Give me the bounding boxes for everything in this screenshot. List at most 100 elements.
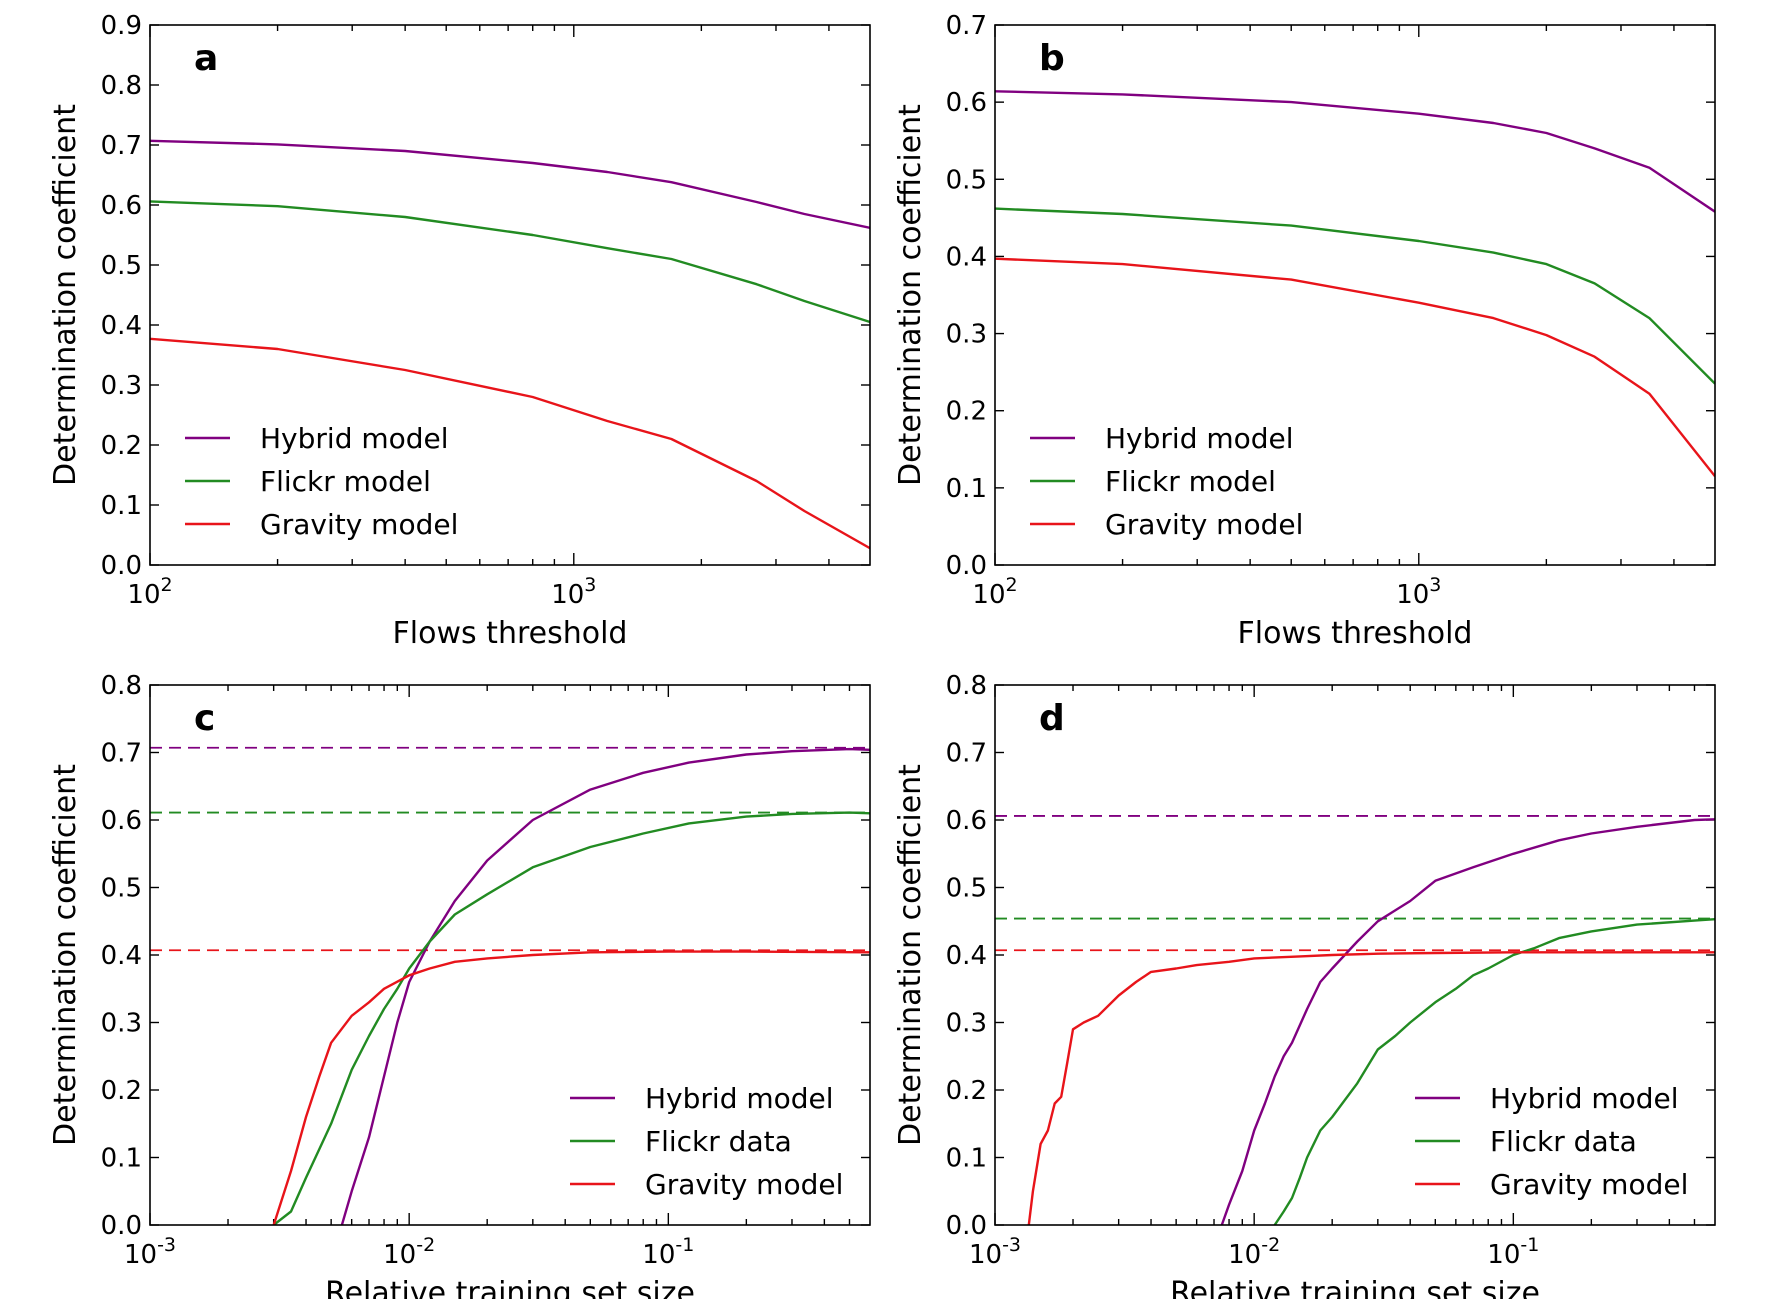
x-tick-label: 102 (127, 574, 172, 610)
y-tick-label: 0.6 (101, 191, 142, 221)
x-tick-base: 10 (1396, 580, 1429, 610)
legend-label: Gravity model (1105, 508, 1303, 541)
y-tick-label: 0.5 (946, 165, 987, 195)
legend: Hybrid model Flickr data Gravity model (1415, 1082, 1688, 1201)
series-line-gravity (150, 337, 870, 550)
x-tick-exponent: -2 (416, 1234, 435, 1256)
legend-label: Hybrid model (260, 422, 449, 455)
plot-area (994, 684, 1716, 1226)
x-tick-label: 10-1 (1487, 1234, 1539, 1270)
x-tick-label: 10-1 (642, 1234, 694, 1270)
y-tick-label: 0.1 (101, 1144, 142, 1174)
x-tick-exponent: -3 (1002, 1234, 1021, 1256)
y-tick-label: 0.8 (101, 671, 142, 701)
legend: Hybrid model Flickr data Gravity model (570, 1082, 843, 1201)
x-tick-label: 10-2 (383, 1234, 435, 1270)
y-tick-label: 0.4 (101, 311, 142, 341)
y-tick-label: 0.7 (946, 11, 987, 41)
x-tick-base: 10 (1487, 1240, 1520, 1270)
y-tick-label: 0.9 (101, 11, 142, 41)
x-tick-label: 10-2 (1228, 1234, 1280, 1270)
y-axis-label: Determination coefficient (48, 104, 83, 486)
x-tick-exponent: -3 (157, 1234, 176, 1256)
x-tick-exponent: 2 (1006, 574, 1018, 596)
y-tick-label: 0.6 (946, 806, 987, 836)
y-tick-label: 0.1 (946, 474, 987, 504)
y-tick-label: 0.2 (946, 397, 987, 427)
series-line-hybrid (340, 747, 870, 1225)
y-tick-label: 0.1 (101, 491, 142, 521)
y-tick-label: 0.3 (946, 1009, 987, 1039)
x-tick-label: 102 (972, 574, 1017, 610)
y-tick-label: 0.5 (946, 874, 987, 904)
y-tick-label: 0.3 (946, 320, 987, 350)
x-tick-exponent: -2 (1261, 1234, 1280, 1256)
y-tick-label: 0.8 (946, 671, 987, 701)
x-tick-base: 10 (124, 1240, 157, 1270)
y-tick-label: 0.3 (101, 371, 142, 401)
legend-label: Flickr model (1105, 465, 1276, 498)
series-line-flickr (272, 811, 870, 1225)
legend: Hybrid model Flickr model Gravity model (185, 422, 458, 541)
panel-letter: b (1039, 38, 1065, 79)
y-tick-label: 0.2 (101, 431, 142, 461)
x-tick-base: 10 (551, 580, 584, 610)
series-line-hybrid (1220, 818, 1715, 1225)
series-line-flickr (150, 200, 870, 324)
panel-c: 0.00.10.20.30.40.50.60.70.810-3 10-2 10-1c… (48, 671, 871, 1299)
x-tick-base: 10 (642, 1240, 675, 1270)
y-axis-label: Determination coefficient (48, 764, 83, 1146)
y-tick-label: 0.8 (101, 71, 142, 101)
series-line-flickr (1273, 918, 1715, 1225)
x-tick-exponent: 2 (161, 574, 173, 596)
y-tick-label: 0.5 (101, 874, 142, 904)
legend: Hybrid model Flickr model Gravity model (1030, 422, 1303, 541)
y-tick-label: 0.1 (946, 1144, 987, 1174)
legend-label: Flickr data (645, 1125, 792, 1158)
panel-letter: c (194, 698, 215, 739)
x-tick-base: 10 (1228, 1240, 1261, 1270)
x-tick-exponent: -1 (675, 1234, 694, 1256)
series-line-gravity (1027, 951, 1715, 1225)
y-tick-label: 0.2 (946, 1076, 987, 1106)
panel-d: 0.00.10.20.30.40.50.60.70.810-3 10-2 10-1d… (893, 671, 1716, 1299)
x-tick-label: 103 (1396, 574, 1441, 610)
y-tick-label: 0.2 (101, 1076, 142, 1106)
legend-label: Gravity model (260, 508, 458, 541)
y-tick-label: 0.0 (946, 1211, 987, 1241)
legend-label: Flickr model (260, 465, 431, 498)
y-tick-label: 0.6 (946, 88, 987, 118)
legend-label: Hybrid model (1490, 1082, 1679, 1115)
y-tick-label: 0.0 (101, 1211, 142, 1241)
x-tick-label: 10-3 (124, 1234, 176, 1270)
y-axis-label: Determination coefficient (893, 104, 928, 486)
x-tick-exponent: -1 (1520, 1234, 1539, 1256)
x-tick-label: 10-3 (969, 1234, 1021, 1270)
plot-area (149, 24, 871, 566)
series-line-gravity (272, 950, 870, 1225)
x-axis-label: Flows threshold (393, 616, 628, 651)
y-tick-label: 0.7 (101, 131, 142, 161)
x-tick-base: 10 (972, 580, 1005, 610)
x-axis-label: Relative training set size (1170, 1276, 1540, 1299)
y-tick-label: 0.0 (946, 551, 987, 581)
y-tick-label: 0.0 (101, 551, 142, 581)
y-tick-label: 0.7 (101, 739, 142, 769)
x-axis-label: Relative training set size (325, 1276, 695, 1299)
legend-label: Flickr data (1490, 1125, 1637, 1158)
series-line-hybrid (995, 90, 1715, 213)
x-tick-base: 10 (127, 580, 160, 610)
series-line-flickr (995, 207, 1715, 385)
legend-label: Gravity model (1490, 1168, 1688, 1201)
plot-area (149, 684, 871, 1226)
x-tick-base: 10 (383, 1240, 416, 1270)
x-tick-exponent: 3 (1429, 574, 1441, 596)
x-tick-label: 103 (551, 574, 596, 610)
panel-letter: d (1039, 698, 1065, 739)
y-tick-label: 0.6 (101, 806, 142, 836)
series-line-hybrid (150, 139, 870, 229)
x-axis-label: Flows threshold (1238, 616, 1473, 651)
